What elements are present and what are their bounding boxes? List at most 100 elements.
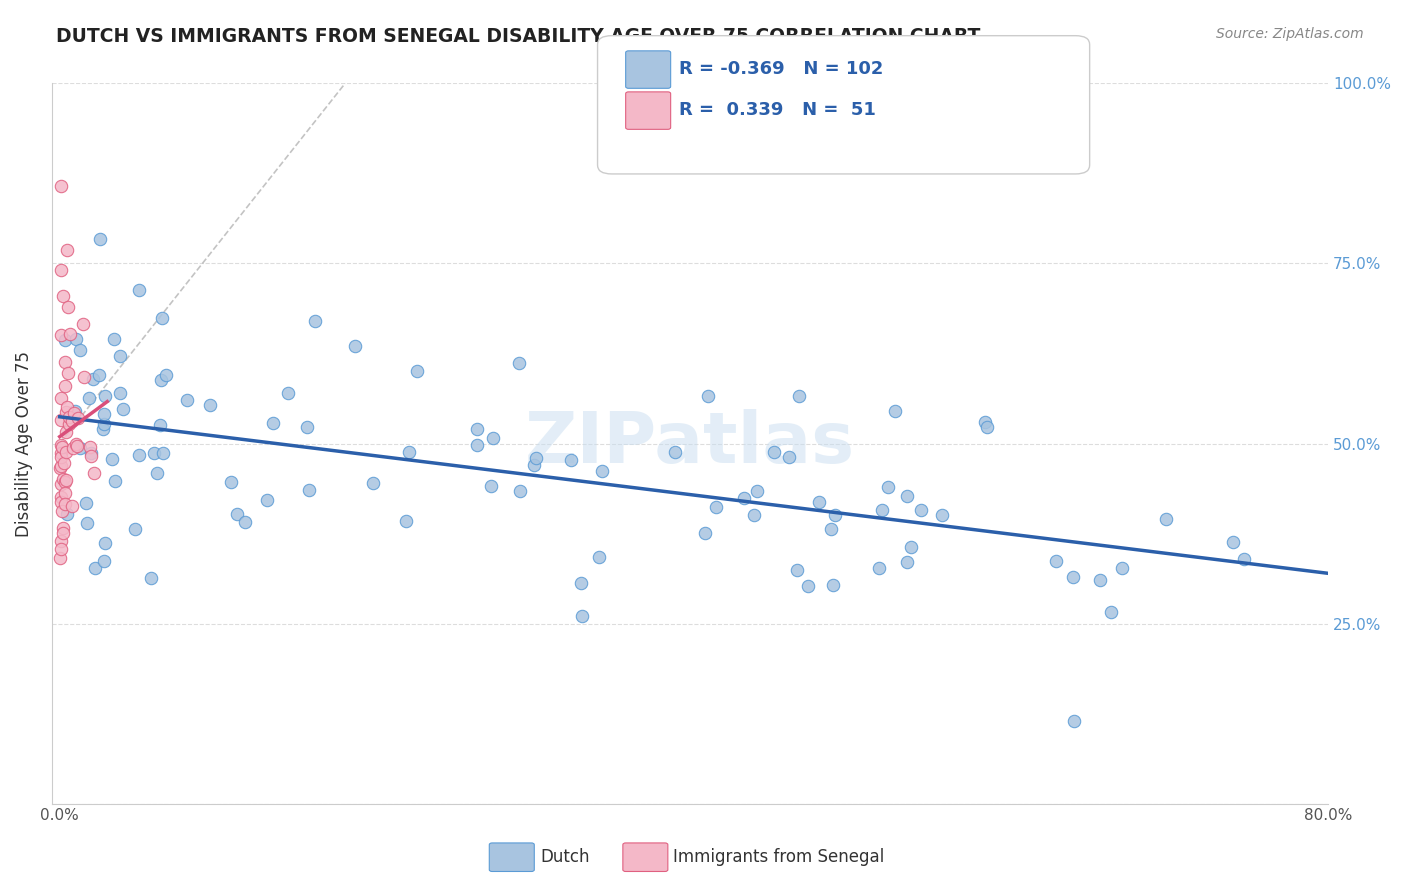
Dutch	[103, 332, 125, 346]
Immigrants from Senegal	[55, 404, 77, 418]
Dutch	[560, 452, 582, 467]
Dutch	[262, 416, 284, 430]
Immigrants from Senegal	[73, 370, 96, 384]
Dutch	[695, 526, 717, 541]
Immigrants from Senegal	[63, 406, 86, 420]
Dutch	[1233, 551, 1256, 566]
Dutch	[226, 507, 249, 521]
Dutch	[591, 464, 613, 478]
Immigrants from Senegal	[72, 317, 94, 331]
Immigrants from Senegal	[49, 178, 72, 193]
Dutch	[931, 508, 953, 523]
Dutch	[778, 450, 800, 464]
Immigrants from Senegal	[62, 442, 84, 456]
Immigrants from Senegal	[51, 450, 73, 465]
Dutch	[786, 563, 808, 577]
Dutch	[298, 483, 321, 497]
Dutch	[787, 389, 810, 403]
Dutch	[89, 232, 111, 246]
Immigrants from Senegal	[49, 533, 72, 548]
Immigrants from Senegal	[49, 495, 72, 509]
Immigrants from Senegal	[49, 391, 72, 405]
Text: R = -0.369   N = 102: R = -0.369 N = 102	[679, 60, 883, 78]
Immigrants from Senegal	[55, 445, 77, 459]
Dutch	[797, 579, 820, 593]
Dutch	[343, 339, 366, 353]
Dutch	[152, 446, 174, 460]
Dutch	[571, 609, 593, 624]
Dutch	[79, 446, 101, 460]
Dutch	[1062, 569, 1084, 583]
Dutch	[128, 448, 150, 462]
Immigrants from Senegal	[51, 327, 73, 342]
Dutch	[808, 495, 831, 509]
Dutch	[745, 484, 768, 499]
Dutch	[465, 438, 488, 452]
Immigrants from Senegal	[52, 472, 75, 486]
Immigrants from Senegal	[59, 326, 82, 341]
Immigrants from Senegal	[49, 446, 72, 460]
Immigrants from Senegal	[53, 485, 76, 500]
Dutch	[395, 514, 418, 528]
Dutch	[176, 393, 198, 408]
Text: Dutch: Dutch	[540, 848, 589, 866]
Dutch	[198, 398, 221, 412]
Dutch	[76, 516, 98, 531]
Immigrants from Senegal	[49, 459, 72, 474]
Dutch	[79, 391, 101, 405]
Text: Source: ZipAtlas.com: Source: ZipAtlas.com	[1216, 27, 1364, 41]
Dutch	[824, 508, 846, 523]
Immigrants from Senegal	[53, 497, 76, 511]
Immigrants from Senegal	[49, 477, 72, 491]
Dutch	[523, 458, 546, 473]
Dutch	[53, 333, 76, 347]
Immigrants from Senegal	[53, 355, 76, 369]
Dutch	[108, 349, 131, 363]
Immigrants from Senegal	[83, 466, 105, 480]
Immigrants from Senegal	[79, 440, 101, 454]
Immigrants from Senegal	[49, 262, 72, 277]
Immigrants from Senegal	[60, 415, 83, 429]
Dutch	[233, 515, 256, 529]
Dutch	[150, 373, 173, 387]
Text: Immigrants from Senegal: Immigrants from Senegal	[673, 848, 884, 866]
Dutch	[398, 445, 420, 459]
Dutch	[524, 450, 547, 465]
Immigrants from Senegal	[49, 461, 72, 475]
Dutch	[155, 368, 177, 383]
Dutch	[896, 555, 918, 569]
Dutch	[104, 474, 127, 488]
Dutch	[150, 310, 173, 325]
Immigrants from Senegal	[49, 413, 72, 427]
Dutch	[100, 451, 122, 466]
Dutch	[149, 417, 172, 432]
Dutch	[974, 415, 997, 429]
Dutch	[1154, 512, 1177, 526]
Dutch	[569, 575, 592, 590]
Dutch	[876, 480, 898, 494]
Dutch	[69, 343, 91, 357]
Dutch	[82, 372, 104, 386]
Dutch	[588, 549, 610, 564]
Dutch	[465, 422, 488, 436]
Dutch	[821, 578, 844, 592]
Text: R =  0.339   N =  51: R = 0.339 N = 51	[679, 101, 876, 119]
Dutch	[56, 507, 79, 521]
Dutch	[884, 404, 907, 418]
Dutch	[221, 475, 243, 489]
Dutch	[108, 385, 131, 400]
Dutch	[304, 314, 326, 328]
Immigrants from Senegal	[51, 440, 73, 454]
Dutch	[93, 407, 115, 421]
Immigrants from Senegal	[53, 475, 76, 490]
Dutch	[93, 417, 115, 432]
Immigrants from Senegal	[56, 243, 79, 257]
Dutch	[1045, 554, 1067, 568]
Immigrants from Senegal	[49, 437, 72, 451]
Immigrants from Senegal	[52, 526, 75, 541]
Immigrants from Senegal	[56, 301, 79, 315]
Dutch	[112, 402, 135, 417]
Dutch	[128, 283, 150, 297]
Immigrants from Senegal	[60, 499, 83, 513]
Dutch	[479, 479, 502, 493]
